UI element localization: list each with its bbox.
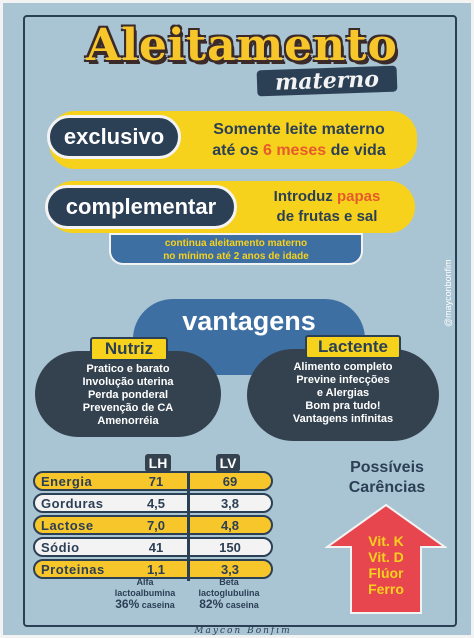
deficiency-item: Vit. D bbox=[368, 549, 404, 565]
row-lv-value: 69 bbox=[222, 474, 238, 489]
lv-foot-line-2: lactoglubulina bbox=[198, 588, 260, 598]
row-name: Gorduras bbox=[41, 496, 104, 511]
complementar-tag: complementar bbox=[45, 185, 237, 229]
carencias-title-line-2: Carências bbox=[348, 479, 426, 496]
author-signature: Maycon Bonfim bbox=[194, 626, 292, 636]
row-name: Sódio bbox=[41, 540, 80, 555]
row-name: Energia bbox=[41, 474, 93, 489]
exclusivo-highlight: 6 meses bbox=[262, 142, 327, 159]
table-row: Proteinas 1,1 3,3 bbox=[33, 559, 273, 579]
carencias-title-line-1: Possíveis bbox=[350, 459, 424, 476]
lactente-label: Lactente bbox=[305, 335, 401, 359]
row-lv-value: 3,8 bbox=[220, 496, 240, 511]
row-lh-value: 7,0 bbox=[146, 518, 166, 533]
exclusivo-tag: exclusivo bbox=[47, 115, 181, 159]
lactente-item: e Alergias bbox=[316, 387, 370, 399]
lv-footnote: Beta lactoglubulina 82% caseina bbox=[191, 577, 267, 611]
exclusivo-description: Somente leite materno até os 6 meses de … bbox=[183, 119, 415, 161]
lactente-item: Alimento completo bbox=[293, 361, 393, 373]
lh-casein-percent: 36% bbox=[115, 597, 140, 611]
lv-foot-line-1: Beta bbox=[219, 577, 239, 587]
nutriz-item: Prevenção de CA bbox=[82, 402, 174, 414]
nutriz-item: Perda ponderal bbox=[87, 389, 169, 401]
complementar-highlight: papas bbox=[336, 188, 381, 205]
complementar-description: Introduz papas de frutas e sal bbox=[237, 187, 417, 227]
row-name: Proteinas bbox=[41, 562, 105, 577]
column-divider bbox=[187, 471, 190, 581]
lv-casein-label: caseina bbox=[223, 600, 259, 610]
exclusivo-line-1: Somente leite materno bbox=[213, 121, 385, 138]
row-name: Lactose bbox=[41, 518, 94, 533]
row-lv-value: 3,3 bbox=[220, 562, 240, 577]
complementar-line-1: Introduz papas bbox=[237, 187, 417, 207]
row-lh-value: 4,5 bbox=[146, 496, 166, 511]
lh-footnote: Alfa lactoalbumina 36% caseina bbox=[107, 577, 183, 611]
author-handle: @mayconbonfim bbox=[443, 259, 453, 327]
lh-casein-label: caseina bbox=[139, 600, 175, 610]
note-line-1: continua aleitamento materno bbox=[164, 238, 308, 249]
complementar-line-2: de frutas e sal bbox=[276, 208, 378, 225]
row-lh-value: 1,1 bbox=[146, 562, 166, 577]
nutriz-item: Amenorréia bbox=[97, 415, 159, 427]
vantagens-title: vantagens bbox=[182, 306, 316, 336]
complementar-line-1-pre: Introduz bbox=[273, 188, 337, 205]
exclusivo-line-2-pre: até os bbox=[212, 142, 263, 159]
exclusivo-line-2: até os 6 meses de vida bbox=[183, 140, 415, 161]
nutriz-item: Involução uterina bbox=[82, 376, 174, 388]
table-row: Energia 71 69 bbox=[33, 471, 273, 491]
lactente-item: Vantagens infinitas bbox=[292, 413, 394, 425]
row-lh-value: 71 bbox=[148, 474, 164, 489]
exclusivo-line-2-post: de vida bbox=[326, 142, 386, 159]
continuation-note: continua aleitamento materno no mínimo a… bbox=[109, 233, 363, 265]
deficiency-item: Flúor bbox=[368, 565, 404, 581]
nutriz-item: Pratico e barato bbox=[86, 363, 170, 375]
deficiency-item: Ferro bbox=[368, 581, 404, 597]
lv-foot-line-3: 82% caseina bbox=[191, 597, 267, 611]
lh-foot-line-1: Alfa bbox=[136, 577, 154, 587]
deficiency-item: Vit. K bbox=[368, 533, 404, 549]
table-row: Sódio 41 150 bbox=[33, 537, 273, 557]
column-header-lh: LH bbox=[145, 454, 171, 472]
row-lv-value: 150 bbox=[219, 540, 241, 555]
lh-foot-line-2: lactoalbumina bbox=[114, 588, 176, 598]
lh-foot-line-3: 36% caseina bbox=[107, 597, 183, 611]
poster-border bbox=[23, 15, 457, 627]
lv-casein-percent: 82% bbox=[199, 597, 224, 611]
lactente-benefits: Alimento completo Previne infecções e Al… bbox=[247, 349, 439, 441]
nutriz-label: Nutriz bbox=[90, 337, 168, 361]
column-header-lv: LV bbox=[216, 454, 240, 472]
deficiency-list: Vit. K Vit. D Flúor Ferro bbox=[349, 533, 423, 597]
note-line-2: no mínimo até 2 anos de idade bbox=[163, 251, 309, 262]
table-row: Gorduras 4,5 3,8 bbox=[33, 493, 273, 513]
carencias-title: Possíveis Carências bbox=[327, 458, 447, 498]
lactente-item: Previne infecções bbox=[296, 374, 390, 386]
subtitle: materno bbox=[256, 65, 398, 97]
row-lh-value: 41 bbox=[148, 540, 164, 555]
nutriz-benefits: Pratico e barato Involução uterina Perda… bbox=[35, 351, 221, 437]
title: Aleitamento bbox=[86, 20, 398, 71]
row-lv-value: 4,8 bbox=[220, 518, 240, 533]
lactente-item: Bom pra tudo! bbox=[305, 400, 381, 412]
table-row: Lactose 7,0 4,8 bbox=[33, 515, 273, 535]
up-arrow-icon bbox=[325, 503, 447, 614]
